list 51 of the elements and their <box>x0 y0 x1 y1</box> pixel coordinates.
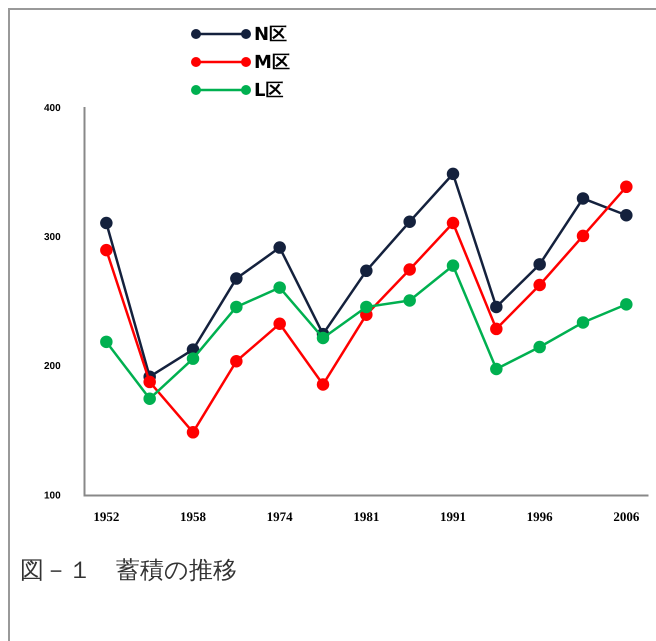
point <box>490 362 503 376</box>
point <box>230 272 243 285</box>
point <box>490 300 503 314</box>
point <box>143 392 156 405</box>
point <box>403 215 416 228</box>
point <box>576 192 590 205</box>
frame: 図－１ 蓄積の推移 1952 1958 1974 1981 1991 1996 2006 100 200 300 400 N区 M区 L区 <box>8 8 656 641</box>
x-tick-label: 1996 <box>526 508 554 524</box>
point <box>490 322 503 336</box>
legend-label: L区 <box>254 79 284 102</box>
point <box>576 316 590 329</box>
y-tick-label: 100 <box>44 490 62 502</box>
point <box>533 278 546 292</box>
point <box>186 352 200 365</box>
point <box>533 340 546 354</box>
legend-label: M区 <box>254 51 290 74</box>
point <box>620 180 633 194</box>
point <box>273 318 286 330</box>
text: 図－１ 蓄積の推移 <box>20 556 237 584</box>
x-tick-label: 1958 <box>180 508 207 524</box>
y-tick-label: 300 <box>44 232 62 243</box>
x-tick-label: 1952 <box>93 508 120 524</box>
point <box>100 216 113 230</box>
point <box>620 298 633 311</box>
point <box>143 376 156 388</box>
x-tick-label: 1981 <box>353 508 380 524</box>
legend-label: N区 <box>254 23 288 46</box>
point <box>273 241 286 254</box>
point <box>403 263 416 276</box>
point <box>360 264 373 278</box>
point <box>316 332 330 344</box>
x-tick-label: 1991 <box>440 508 466 524</box>
point <box>316 378 330 391</box>
point <box>100 244 113 256</box>
point <box>620 208 633 222</box>
point <box>446 259 460 272</box>
point <box>446 216 460 230</box>
point <box>446 168 460 180</box>
y-tick-label: 200 <box>44 361 62 372</box>
point <box>360 300 373 314</box>
point <box>403 294 416 307</box>
x-tick-label: 1974 <box>266 508 294 524</box>
y-tick-label: 400 <box>44 102 62 114</box>
point <box>576 230 590 242</box>
point <box>230 300 243 314</box>
point <box>230 354 243 368</box>
x-tick-label: 2006 <box>613 508 640 524</box>
point <box>273 281 286 294</box>
point <box>186 426 200 439</box>
point <box>100 336 113 348</box>
point <box>533 258 546 271</box>
